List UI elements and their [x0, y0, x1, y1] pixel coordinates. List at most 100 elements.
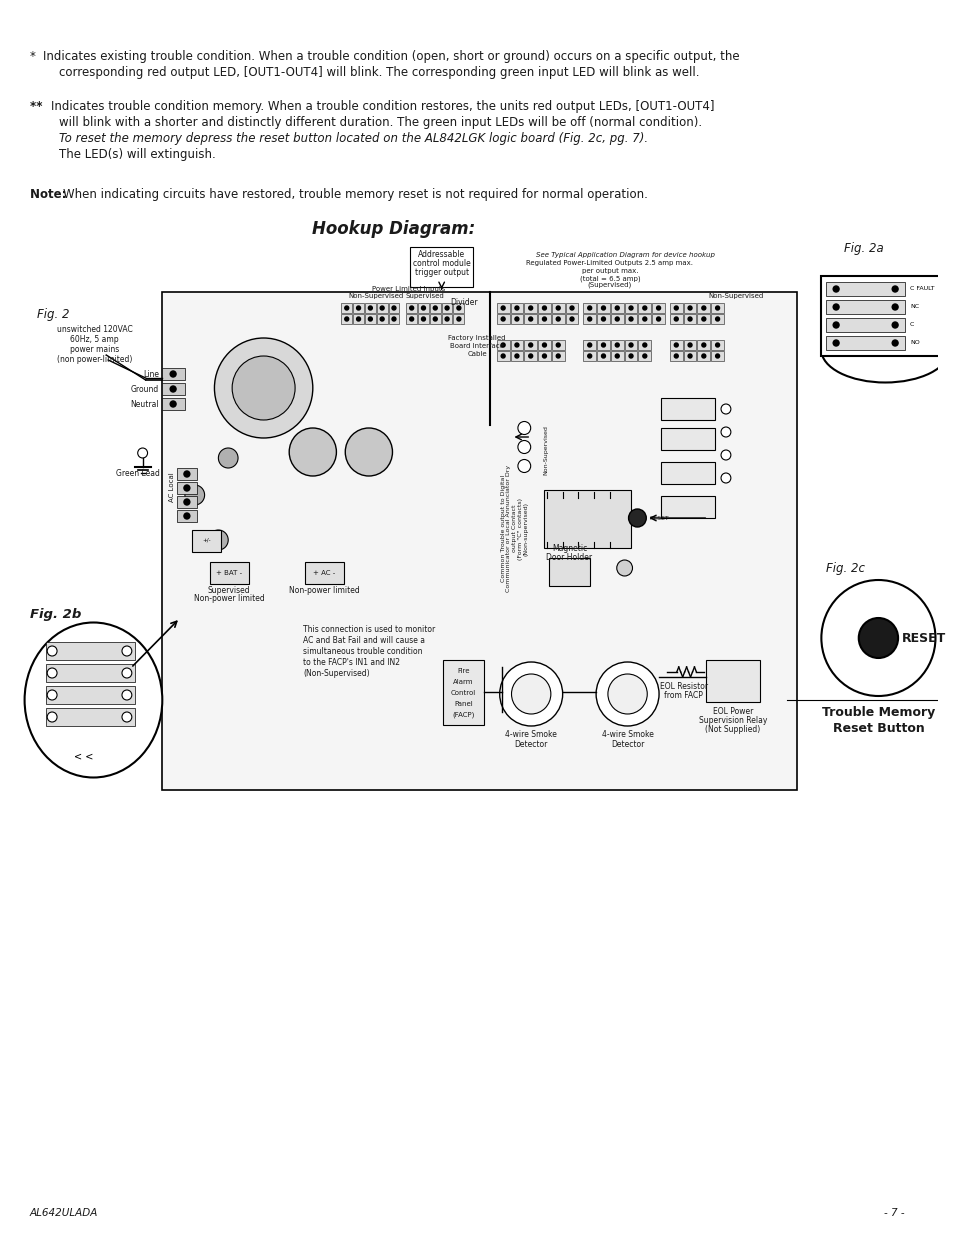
Text: power mains: power mains: [70, 345, 119, 354]
Bar: [610, 351, 623, 361]
Circle shape: [433, 317, 436, 321]
Circle shape: [720, 427, 730, 437]
Bar: [177, 510, 196, 522]
Circle shape: [499, 662, 562, 726]
Bar: [177, 496, 196, 508]
Circle shape: [615, 354, 618, 358]
Circle shape: [214, 338, 313, 438]
Bar: [341, 303, 352, 312]
Text: Factory Installed: Factory Installed: [448, 335, 505, 341]
Text: Neutral: Neutral: [131, 400, 159, 409]
Circle shape: [500, 306, 504, 310]
Circle shape: [556, 306, 559, 310]
Bar: [697, 340, 709, 350]
Text: Magnetic: Magnetic: [552, 543, 586, 553]
Circle shape: [587, 317, 591, 321]
Text: Reset Button: Reset Button: [832, 722, 923, 735]
Circle shape: [617, 559, 632, 576]
Text: 4-wire Smoke: 4-wire Smoke: [505, 730, 557, 739]
Circle shape: [122, 646, 132, 656]
Text: Fire: Fire: [456, 668, 469, 674]
Text: Ground: Ground: [131, 385, 159, 394]
Circle shape: [570, 306, 574, 310]
Bar: [705, 659, 760, 701]
Text: to the FACP's IN1 and IN2: to the FACP's IN1 and IN2: [303, 658, 399, 667]
Text: Note:: Note:: [30, 188, 71, 201]
Bar: [388, 303, 399, 312]
Circle shape: [184, 485, 190, 492]
Text: C: C: [909, 322, 913, 327]
Circle shape: [409, 306, 414, 310]
Bar: [638, 351, 651, 361]
Text: Addressable: Addressable: [417, 249, 465, 259]
Circle shape: [656, 317, 659, 321]
Circle shape: [500, 354, 504, 358]
Text: Non-Supervised: Non-Supervised: [348, 293, 403, 299]
Text: Supervised: Supervised: [208, 585, 251, 595]
Text: Board Interface: Board Interface: [450, 343, 503, 350]
Circle shape: [587, 343, 591, 347]
Text: Supervised: Supervised: [405, 293, 444, 299]
Bar: [417, 303, 429, 312]
Circle shape: [587, 306, 591, 310]
Circle shape: [628, 306, 633, 310]
Bar: [46, 664, 134, 682]
Circle shape: [511, 674, 550, 714]
Bar: [46, 708, 134, 726]
Bar: [582, 340, 596, 350]
Text: Supervision Relay: Supervision Relay: [698, 716, 766, 725]
Circle shape: [715, 354, 719, 358]
Bar: [162, 368, 185, 380]
Circle shape: [209, 530, 228, 550]
Bar: [652, 314, 664, 324]
Circle shape: [687, 306, 691, 310]
Circle shape: [515, 354, 518, 358]
Circle shape: [642, 306, 646, 310]
Circle shape: [858, 618, 897, 658]
Text: (total = 6.5 amp): (total = 6.5 amp): [579, 275, 639, 282]
Bar: [537, 314, 550, 324]
Circle shape: [445, 317, 449, 321]
Text: Line: Line: [143, 370, 159, 379]
Circle shape: [715, 343, 719, 347]
Bar: [177, 482, 196, 494]
Text: AL642ULADA: AL642ULADA: [30, 1208, 98, 1218]
Bar: [597, 314, 609, 324]
Bar: [441, 314, 452, 324]
Text: Power Limited Inputs: Power Limited Inputs: [372, 287, 444, 291]
Bar: [638, 303, 651, 312]
Text: Fig. 2c: Fig. 2c: [825, 562, 864, 576]
Text: (FACP): (FACP): [452, 713, 474, 719]
Circle shape: [607, 674, 646, 714]
Bar: [365, 314, 375, 324]
Circle shape: [615, 306, 618, 310]
Circle shape: [891, 287, 897, 291]
Bar: [669, 351, 682, 361]
Text: + AC -: + AC -: [314, 571, 335, 576]
Circle shape: [528, 343, 532, 347]
Bar: [825, 336, 904, 350]
Circle shape: [515, 343, 518, 347]
Text: Indicates trouble condition memory. When a trouble condition restores, the units: Indicates trouble condition memory. When…: [51, 100, 714, 112]
Text: *: *: [30, 49, 39, 63]
Circle shape: [289, 429, 336, 475]
Circle shape: [421, 306, 425, 310]
Bar: [497, 340, 509, 350]
Circle shape: [542, 343, 546, 347]
Bar: [697, 303, 709, 312]
Circle shape: [656, 306, 659, 310]
Bar: [683, 340, 696, 350]
Bar: [551, 314, 564, 324]
Bar: [376, 314, 387, 324]
Bar: [524, 303, 537, 312]
Text: Common Trouble output to Digital
Communicator or Local Annunciator Dry
output Co: Common Trouble output to Digital Communi…: [500, 466, 528, 592]
Circle shape: [642, 354, 646, 358]
Bar: [430, 303, 440, 312]
Text: NC: NC: [909, 305, 918, 310]
Bar: [406, 314, 416, 324]
Bar: [510, 351, 523, 361]
Bar: [652, 303, 664, 312]
Text: EOL Resistor: EOL Resistor: [659, 682, 707, 692]
Bar: [442, 659, 483, 725]
Bar: [565, 314, 578, 324]
